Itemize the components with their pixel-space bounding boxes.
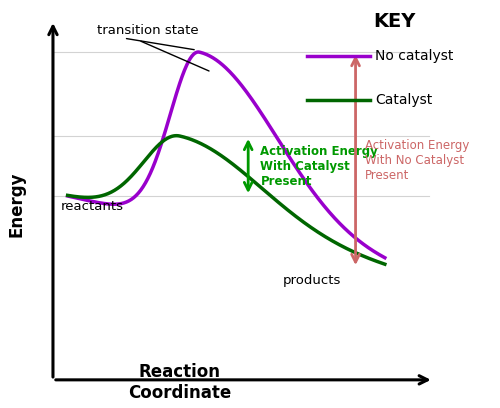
- Text: products: products: [282, 274, 341, 287]
- Text: transition state: transition state: [97, 24, 198, 37]
- Text: Activation Energy
With No Catalyst
Present: Activation Energy With No Catalyst Prese…: [366, 139, 470, 182]
- Text: Energy: Energy: [8, 171, 26, 237]
- Text: Activation Energy
With Catalyst
Present: Activation Energy With Catalyst Present: [260, 144, 378, 188]
- Text: reactants: reactants: [60, 200, 124, 213]
- Text: KEY: KEY: [374, 12, 416, 31]
- Text: Reaction
Coordinate: Reaction Coordinate: [128, 363, 232, 402]
- Text: No catalyst: No catalyst: [375, 49, 454, 63]
- Text: Catalyst: Catalyst: [375, 93, 432, 107]
